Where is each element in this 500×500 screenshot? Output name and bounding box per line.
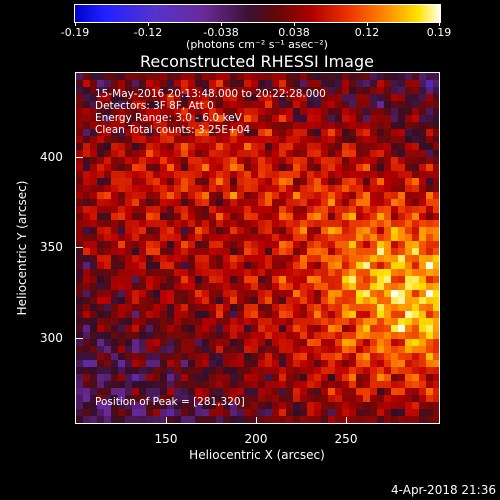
- y-tick-label: 350: [40, 240, 63, 254]
- colorbar-tick: [148, 22, 149, 26]
- colorbar-tick-label: -0.19: [60, 26, 90, 39]
- annotation-time: 15-May-2016 20:13:48.000 to 20:22:28.000: [95, 88, 326, 100]
- y-tick-label: 300: [40, 331, 63, 345]
- y-tick-mark: [76, 247, 83, 248]
- timestamp: 4-Apr-2018 21:36: [391, 483, 496, 497]
- colorbar-tick: [294, 22, 295, 26]
- colorbar: [74, 4, 441, 23]
- annotation-energy: Energy Range: 3.0 - 6.0 keV: [95, 112, 242, 124]
- colorbar-tick-label: 0.12: [354, 26, 380, 39]
- annotation-clean: Clean Total counts: 3.25E+04: [95, 124, 251, 136]
- x-tick-label: 250: [334, 432, 358, 446]
- colorbar-tick: [221, 22, 222, 26]
- x-tick-label: 200: [244, 432, 268, 446]
- y-tick-mark: [76, 157, 83, 158]
- colorbar-tick-label: -0.12: [133, 26, 163, 39]
- plot-title: Reconstructed RHESSI Image: [140, 52, 374, 71]
- colorbar-tick: [439, 22, 440, 26]
- y-axis-label: Heliocentric Y (arcsec): [15, 180, 29, 316]
- x-tick-label: 150: [154, 432, 178, 446]
- x-tick-mark: [166, 417, 167, 424]
- colorbar-units: (photons cm⁻² s⁻¹ asec⁻²): [186, 38, 328, 51]
- x-axis-label: Heliocentric X (arcsec): [189, 448, 325, 462]
- annotation-peak: Position of Peak = [281,320]: [95, 396, 245, 408]
- annotation-detectors: Detectors: 3F 8F, Att 0: [95, 100, 214, 112]
- colorbar-tick-label: 0.19: [426, 26, 452, 39]
- image-plot: 15-May-2016 20:13:48.000 to 20:22:28.000…: [75, 72, 440, 424]
- y-tick-mark: [76, 338, 83, 339]
- x-tick-mark: [256, 417, 257, 424]
- colorbar-tick: [367, 22, 368, 26]
- heatmap-image: [76, 73, 439, 423]
- colorbar-tick-label: -0.038: [203, 26, 239, 39]
- colorbar-tick: [75, 22, 76, 26]
- y-tick-label: 400: [40, 150, 63, 164]
- colorbar-tick-label: 0.038: [278, 26, 310, 39]
- x-tick-mark: [346, 417, 347, 424]
